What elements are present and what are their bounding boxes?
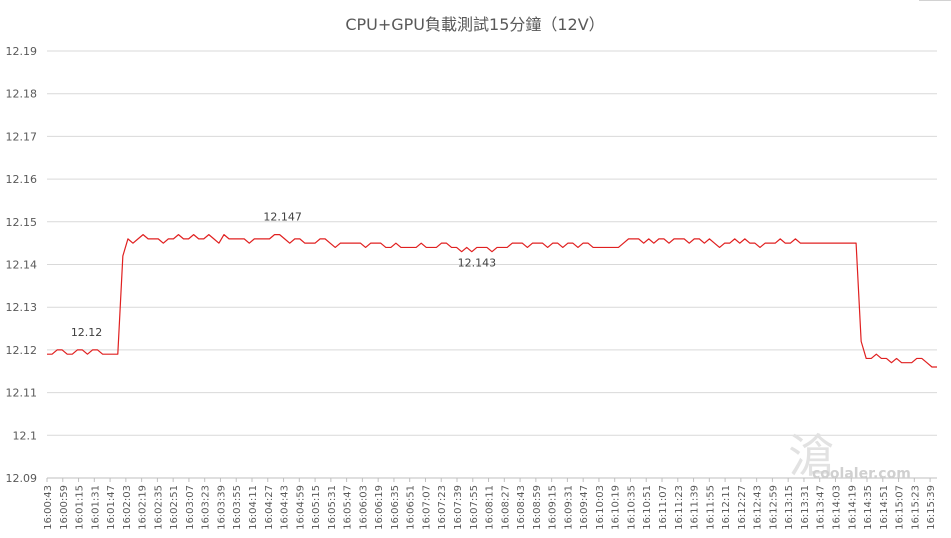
x-tick-label: 16:11:07 [658,485,669,530]
y-tick-label: 12.1 [13,429,38,442]
x-tick-label: 16:12:59 [768,485,779,530]
x-tick-label: 16:07:55 [469,485,480,530]
x-tick-label: 16:14:35 [863,485,874,530]
x-tick-label: 16:07:23 [437,485,448,530]
x-tick-label: 16:01:47 [106,485,117,530]
watermark-text: coolaler.com [812,466,911,482]
x-tick-label: 16:05:15 [311,485,322,530]
y-tick-label: 12.09 [6,472,38,485]
y-tick-label: 12.14 [6,259,38,272]
x-tick-label: 16:03:55 [232,485,243,530]
x-tick-label: 16:06:35 [390,485,401,530]
x-tick-label: 16:08:27 [500,485,511,530]
x-tick-label: 16:01:31 [90,485,101,530]
y-tick-label: 12.18 [6,88,38,101]
x-tick-label: 16:05:47 [343,485,354,530]
x-tick-label: 16:02:19 [138,485,149,530]
x-tick-label: 16:14:03 [831,485,842,530]
x-tick-label: 16:04:11 [248,485,259,530]
x-tick-label: 16:12:27 [737,485,748,530]
x-tick-label: 16:04:27 [264,485,275,530]
x-tick-label: 16:13:15 [784,485,795,530]
y-tick-label: 12.13 [6,301,38,314]
x-tick-label: 16:02:03 [122,485,133,530]
x-tick-label: 16:08:59 [532,485,543,530]
series-group [47,234,937,368]
x-tick-label: 16:09:15 [548,485,559,530]
data-label: 12.147 [263,211,302,224]
x-tick-label: 16:02:51 [169,485,180,530]
x-tick-label: 16:13:47 [816,485,827,530]
chart-title: CPU+GPU負載測試15分鐘（12V） [345,15,604,34]
watermark: 滄 coolaler.com [788,429,911,483]
x-tick-label: 16:11:23 [674,485,685,530]
y-tick-label: 12.11 [6,387,38,400]
x-tick-label: 16:14:51 [879,485,890,530]
x-tick-label: 16:06:19 [374,485,385,530]
x-tick-label: 16:12:43 [753,485,764,530]
x-tick-label: 16:02:35 [153,485,164,530]
series-line [47,234,937,368]
x-tick-label: 16:07:39 [453,485,464,530]
x-tick-label: 16:10:19 [611,485,622,530]
x-tick-label: 16:03:23 [201,485,212,530]
x-tick-label: 16:10:03 [595,485,606,530]
y-tick-label: 12.17 [6,130,38,143]
data-labels: 12.12 12.147 12.143 12.116 [71,0,951,339]
x-tick-label: 16:08:43 [516,485,527,530]
y-tick-label: 12.16 [6,173,38,186]
x-tick-label: 16:12:11 [721,485,732,530]
x-axis-ticks: 16:00:43 16:00:59 16:01:15 16:01:31 16:01:47… [43,477,937,530]
x-tick-label: 16:09:31 [563,485,574,530]
x-tick-label: 16:06:51 [406,485,417,530]
x-tick-label: 16:04:59 [295,485,306,530]
x-tick-label: 16:01:15 [75,485,86,530]
y-tick-label: 12.19 [6,45,38,58]
data-label: 12.143 [458,256,497,269]
x-tick-label: 16:03:39 [216,485,227,530]
x-tick-label: 16:14:19 [847,485,858,530]
x-tick-label: 16:00:43 [43,485,54,530]
x-tick-label: 16:05:31 [327,485,338,530]
x-tick-label: 16:15:07 [895,485,906,530]
x-tick-label: 16:10:35 [626,485,637,530]
y-tick-label: 12.15 [6,216,38,229]
x-tick-label: 16:07:07 [421,485,432,530]
x-tick-label: 16:04:43 [280,485,291,530]
data-label: 12.12 [71,326,103,339]
x-tick-label: 16:03:07 [185,485,196,530]
x-tick-label: 16:00:59 [59,485,70,530]
x-tick-label: 16:10:51 [642,485,653,530]
y-tick-label: 12.12 [6,344,38,357]
x-tick-label: 16:15:39 [926,485,937,530]
x-tick-label: 16:13:31 [800,485,811,530]
data-label: 12.116 [906,0,945,3]
x-tick-label: 16:11:55 [705,485,716,530]
x-tick-label: 16:11:39 [690,485,701,530]
x-tick-label: 16:15:23 [910,485,921,530]
watermark-glyph: 滄 [788,429,834,483]
y-axis-ticks: 12.19 12.18 12.17 12.16 12.15 12.14 12.13 12.12… [6,45,38,485]
x-tick-label: 16:08:11 [485,485,496,530]
x-tick-label: 16:06:03 [358,485,369,530]
x-tick-label: 16:09:47 [579,485,590,530]
